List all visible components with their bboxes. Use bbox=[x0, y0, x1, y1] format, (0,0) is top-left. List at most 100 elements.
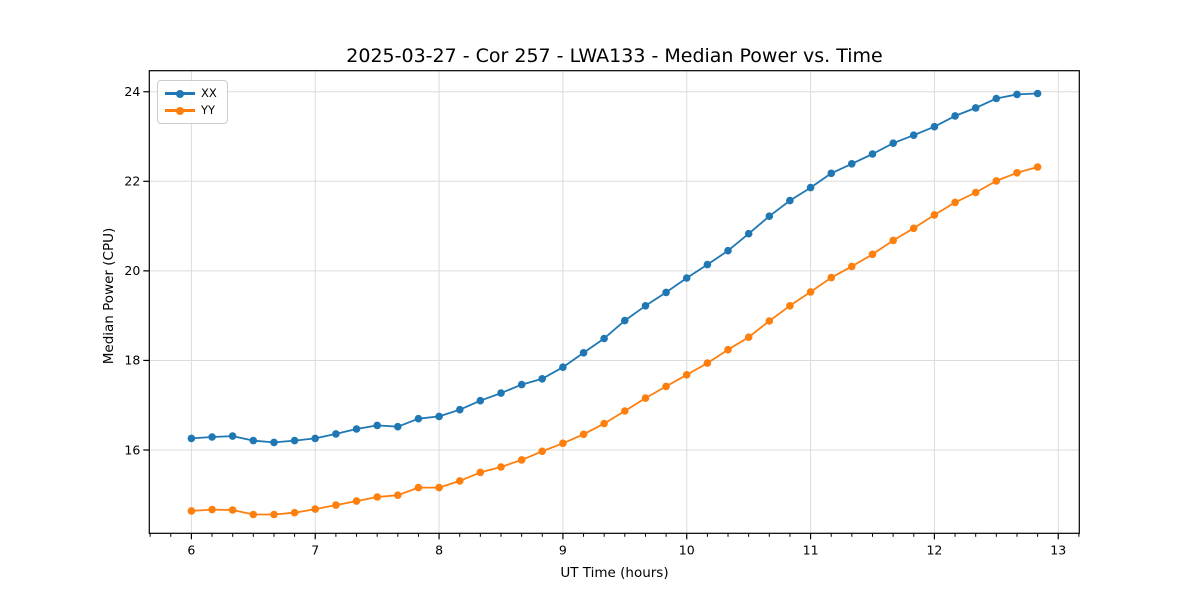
series-marker-xx bbox=[662, 288, 670, 297]
series-marker-xx bbox=[744, 229, 753, 238]
series-marker-xx bbox=[909, 131, 918, 139]
series-marker-yy bbox=[951, 198, 959, 207]
series-marker-yy bbox=[249, 510, 258, 519]
series-marker-yy bbox=[332, 501, 340, 509]
series-marker-xx bbox=[270, 438, 278, 447]
series-marker-xx bbox=[249, 436, 258, 445]
series-marker-xx bbox=[373, 421, 382, 430]
series-marker-xx bbox=[456, 405, 464, 414]
series-marker-yy bbox=[827, 273, 836, 282]
series-marker-yy bbox=[538, 447, 546, 456]
series-marker-xx bbox=[621, 316, 629, 325]
x-tick-label: 10 bbox=[679, 542, 695, 557]
series-marker-yy bbox=[311, 505, 320, 513]
series-marker-yy bbox=[909, 224, 918, 233]
series-marker-xx bbox=[579, 349, 588, 357]
series-marker-yy bbox=[352, 497, 361, 505]
y-tick-label: 20 bbox=[124, 263, 140, 278]
series-marker-xx bbox=[435, 412, 443, 421]
legend-dot-icon bbox=[176, 106, 184, 115]
series-marker-xx bbox=[765, 212, 774, 220]
series-marker-xx bbox=[971, 104, 980, 112]
x-tick-label: 7 bbox=[311, 542, 319, 557]
series-marker-yy bbox=[559, 439, 567, 448]
series-marker-yy bbox=[868, 250, 877, 259]
series-marker-xx bbox=[208, 433, 216, 441]
series-marker-yy bbox=[456, 477, 464, 485]
series-marker-xx bbox=[559, 363, 567, 372]
series-marker-yy bbox=[744, 333, 753, 342]
series-marker-yy bbox=[971, 188, 980, 197]
series-marker-yy bbox=[517, 456, 526, 464]
x-tick-label: 13 bbox=[1050, 542, 1066, 557]
series-marker-yy bbox=[765, 317, 774, 325]
series-marker-xx bbox=[228, 432, 237, 440]
series-marker-xx bbox=[1033, 89, 1042, 98]
legend-label-yy: YY bbox=[201, 102, 216, 117]
series-marker-yy bbox=[394, 491, 402, 500]
legend-label-xx: XX bbox=[201, 85, 217, 100]
legend-line-marker-yy bbox=[165, 106, 195, 115]
series-marker-yy bbox=[682, 371, 691, 379]
x-tick-label: 11 bbox=[803, 542, 819, 557]
series-marker-xx bbox=[187, 434, 196, 443]
series-marker-yy bbox=[724, 345, 732, 354]
series-marker-xx bbox=[332, 430, 340, 438]
series-marker-yy bbox=[187, 507, 196, 515]
y-tick-label: 16 bbox=[124, 442, 140, 457]
series-marker-yy bbox=[600, 419, 608, 428]
series-marker-xx bbox=[1013, 90, 1021, 99]
series-marker-yy bbox=[228, 506, 237, 514]
series-marker-xx bbox=[517, 380, 526, 389]
series-marker-yy bbox=[579, 430, 588, 439]
series-marker-xx bbox=[414, 414, 423, 423]
series-marker-xx bbox=[868, 150, 877, 158]
series-marker-yy bbox=[435, 483, 443, 492]
y-tick-label: 18 bbox=[124, 353, 140, 368]
series-marker-yy bbox=[806, 288, 815, 296]
series-marker-xx bbox=[724, 246, 732, 255]
series-marker-yy bbox=[703, 359, 712, 367]
series-marker-xx bbox=[786, 196, 794, 205]
y-tick-label: 22 bbox=[124, 174, 140, 189]
y-axis-label: Median Power (CPU) bbox=[101, 227, 117, 365]
series-marker-yy bbox=[889, 236, 897, 245]
series-marker-xx bbox=[497, 389, 505, 397]
series-marker-yy bbox=[930, 211, 939, 219]
series-marker-yy bbox=[476, 468, 485, 477]
series-marker-yy bbox=[621, 407, 629, 415]
legend-dot-icon bbox=[176, 89, 184, 98]
series-marker-xx bbox=[538, 375, 546, 383]
chart-title: 2025-03-27 - Cor 257 - LWA133 - Median P… bbox=[346, 45, 883, 67]
series-marker-yy bbox=[414, 483, 423, 492]
series-marker-yy bbox=[848, 262, 856, 271]
series-marker-xx bbox=[352, 425, 361, 433]
series-marker-yy bbox=[1033, 163, 1042, 171]
series-marker-xx bbox=[806, 183, 815, 192]
series-marker-xx bbox=[930, 122, 939, 131]
legend: XX YY bbox=[157, 80, 228, 124]
series-marker-yy bbox=[290, 508, 299, 517]
series-marker-yy bbox=[373, 493, 382, 501]
x-tick-label: 6 bbox=[187, 542, 195, 557]
series-marker-xx bbox=[600, 334, 608, 343]
series-marker-xx bbox=[641, 302, 650, 310]
series-marker-yy bbox=[786, 302, 794, 310]
series-marker-xx bbox=[889, 139, 897, 147]
series-marker-xx bbox=[682, 274, 691, 282]
x-tick-label: 8 bbox=[435, 542, 443, 557]
series-marker-xx bbox=[394, 422, 402, 431]
x-axis-label: UT Time (hours) bbox=[560, 565, 669, 581]
y-tick-label: 24 bbox=[124, 84, 140, 99]
series-marker-yy bbox=[1013, 169, 1021, 177]
plot-border bbox=[148, 70, 1080, 534]
series-marker-yy bbox=[270, 510, 278, 519]
series-marker-xx bbox=[827, 169, 836, 178]
series-marker-yy bbox=[992, 177, 1001, 185]
x-tick-label: 12 bbox=[926, 542, 942, 557]
series-marker-yy bbox=[208, 505, 216, 514]
series-marker-yy bbox=[641, 394, 650, 402]
series-marker-xx bbox=[992, 94, 1001, 103]
series-marker-xx bbox=[476, 396, 485, 405]
